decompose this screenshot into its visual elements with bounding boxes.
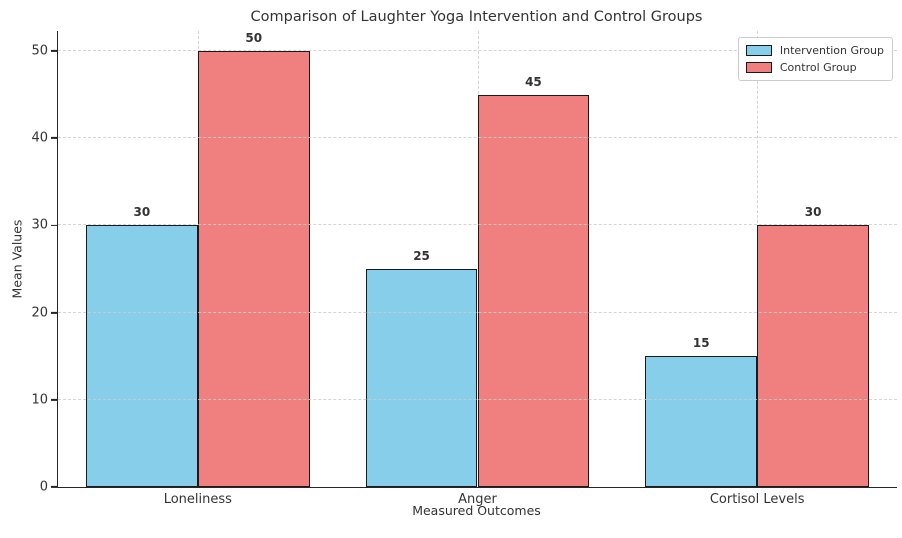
x-tick-label: Anger xyxy=(458,492,497,507)
chart-title: Comparison of Laughter Yoga Intervention… xyxy=(250,9,703,25)
bar xyxy=(197,51,310,487)
x-tick-label: Cortisol Levels xyxy=(709,492,805,507)
bar xyxy=(645,356,758,487)
y-tick-label: 50 xyxy=(31,43,48,59)
bar-value-label: 15 xyxy=(692,336,710,351)
bar-value-label: 30 xyxy=(804,205,822,220)
y-tick-label: 0 xyxy=(39,479,48,495)
legend-label: Control Group xyxy=(779,61,857,74)
legend-item: Intervention Group xyxy=(745,42,884,59)
y-tick-mark xyxy=(51,311,57,314)
legend-swatch-icon xyxy=(745,45,772,56)
bar-value-label: 50 xyxy=(245,31,263,46)
bar-value-label: 30 xyxy=(133,205,151,220)
y-tick-mark xyxy=(51,137,57,140)
y-tick-mark xyxy=(51,486,57,488)
y-tick-mark xyxy=(51,50,57,52)
bar xyxy=(85,225,198,487)
bar xyxy=(365,269,478,487)
bar xyxy=(757,225,870,487)
y-tick-label: 20 xyxy=(31,305,48,321)
y-tick-mark xyxy=(51,224,57,227)
x-axis-label: Measured Outcomes xyxy=(412,503,541,518)
plot-area: 0 10 20 30 40 50 Loneliness 30 50 Anger 25 45 Cortis… xyxy=(31,31,897,507)
y-tick-mark xyxy=(51,398,57,401)
y-tick-label: 40 xyxy=(31,130,48,146)
bar-value-label: 45 xyxy=(525,74,542,89)
legend: Intervention Group Control Group xyxy=(737,37,893,81)
legend-swatch-icon xyxy=(745,62,772,73)
x-tick-label: Loneliness xyxy=(163,492,232,507)
y-tick-label: 30 xyxy=(31,217,48,233)
bar xyxy=(477,94,590,487)
y-axis-label: Mean Values xyxy=(9,219,25,299)
legend-label: Intervention Group xyxy=(779,44,884,57)
bar-value-label: 25 xyxy=(413,249,430,264)
y-tick-label: 10 xyxy=(31,392,48,408)
legend-item: Control Group xyxy=(745,59,884,76)
